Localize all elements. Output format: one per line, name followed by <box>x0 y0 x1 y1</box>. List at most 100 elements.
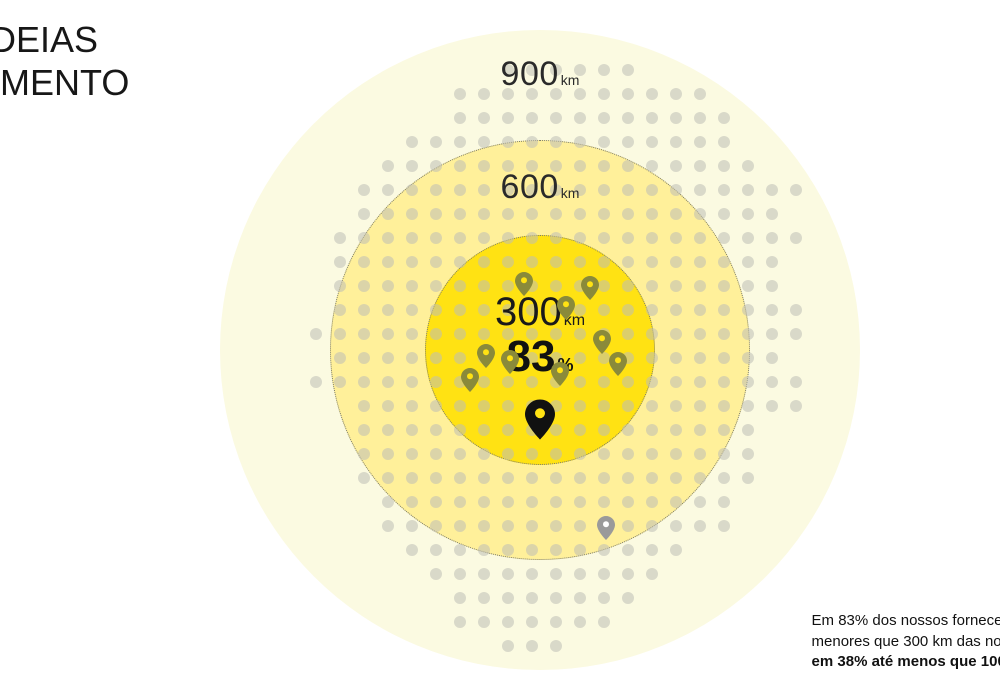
map-dot <box>526 208 538 220</box>
map-dot <box>454 232 466 244</box>
map-dot <box>718 352 730 364</box>
map-dot <box>454 184 466 196</box>
map-dot <box>454 568 466 580</box>
map-dot <box>526 112 538 124</box>
ring-label-unit: km <box>561 72 580 88</box>
map-dot <box>670 112 682 124</box>
map-dot <box>574 352 586 364</box>
map-dot <box>766 400 778 412</box>
map-dot <box>694 400 706 412</box>
map-dot <box>646 88 658 100</box>
map-dot <box>454 592 466 604</box>
map-dot <box>454 352 466 364</box>
map-dot <box>358 352 370 364</box>
map-dot <box>574 256 586 268</box>
ring-label-mid: 600km <box>501 168 580 207</box>
concentric-map-viz: 900km600km300km83% <box>0 0 1000 700</box>
map-dot <box>742 232 754 244</box>
map-dot <box>454 208 466 220</box>
map-dot <box>670 280 682 292</box>
map-dot <box>646 232 658 244</box>
map-dot <box>622 112 634 124</box>
map-dot <box>694 208 706 220</box>
map-dot <box>670 400 682 412</box>
map-dot <box>718 328 730 340</box>
map-dot <box>478 160 490 172</box>
map-dot <box>382 448 394 460</box>
map-dot <box>790 232 802 244</box>
map-dot <box>406 376 418 388</box>
map-dot <box>454 88 466 100</box>
map-dot <box>574 472 586 484</box>
map-dot <box>406 184 418 196</box>
map-dot <box>670 256 682 268</box>
map-dot <box>502 640 514 652</box>
map-dot <box>646 376 658 388</box>
map-dot <box>718 112 730 124</box>
map-dot <box>478 592 490 604</box>
map-dot <box>742 424 754 436</box>
map-dot <box>622 424 634 436</box>
ring-label-value: 900 <box>501 55 559 93</box>
map-dot <box>358 400 370 412</box>
map-dot <box>622 544 634 556</box>
map-dot <box>598 568 610 580</box>
map-dot <box>598 400 610 412</box>
map-dot <box>790 376 802 388</box>
map-dot <box>694 136 706 148</box>
map-dot <box>478 328 490 340</box>
map-dot <box>550 136 562 148</box>
map-dot <box>406 472 418 484</box>
map-dot <box>742 352 754 364</box>
map-dot <box>430 304 442 316</box>
map-dot <box>790 304 802 316</box>
map-dot <box>670 520 682 532</box>
map-dot <box>670 448 682 460</box>
map-dot <box>358 208 370 220</box>
map-dot <box>598 160 610 172</box>
map-dot <box>574 544 586 556</box>
map-dot <box>478 544 490 556</box>
map-dot <box>766 208 778 220</box>
map-dot <box>550 256 562 268</box>
map-dot <box>646 472 658 484</box>
map-dot <box>478 304 490 316</box>
map-dot <box>670 376 682 388</box>
map-dot <box>430 208 442 220</box>
map-dot <box>334 376 346 388</box>
map-dot <box>454 424 466 436</box>
map-dot <box>694 280 706 292</box>
map-dot <box>526 256 538 268</box>
map-dot <box>646 256 658 268</box>
map-dot <box>622 376 634 388</box>
map-dot <box>430 448 442 460</box>
map-dot <box>598 280 610 292</box>
caption-line2: menores que 300 km das nossas l <box>812 633 1000 650</box>
map-dot <box>478 256 490 268</box>
map-dot <box>742 280 754 292</box>
map-dot <box>598 88 610 100</box>
map-dot <box>502 208 514 220</box>
map-dot <box>526 544 538 556</box>
map-dot <box>478 568 490 580</box>
map-dot <box>430 472 442 484</box>
map-dot <box>526 448 538 460</box>
map-dot <box>454 256 466 268</box>
map-dot <box>766 304 778 316</box>
map-dot <box>622 256 634 268</box>
map-dot <box>478 136 490 148</box>
map-dot <box>766 184 778 196</box>
map-dot <box>598 424 610 436</box>
pin-home-icon <box>525 399 555 440</box>
map-dot <box>526 640 538 652</box>
map-dot <box>694 304 706 316</box>
map-dot <box>310 376 322 388</box>
map-dot <box>406 400 418 412</box>
map-dot <box>646 112 658 124</box>
map-dot <box>646 328 658 340</box>
map-dot <box>646 136 658 148</box>
map-dot <box>550 592 562 604</box>
map-dot <box>358 424 370 436</box>
map-dot <box>454 616 466 628</box>
map-dot <box>430 376 442 388</box>
